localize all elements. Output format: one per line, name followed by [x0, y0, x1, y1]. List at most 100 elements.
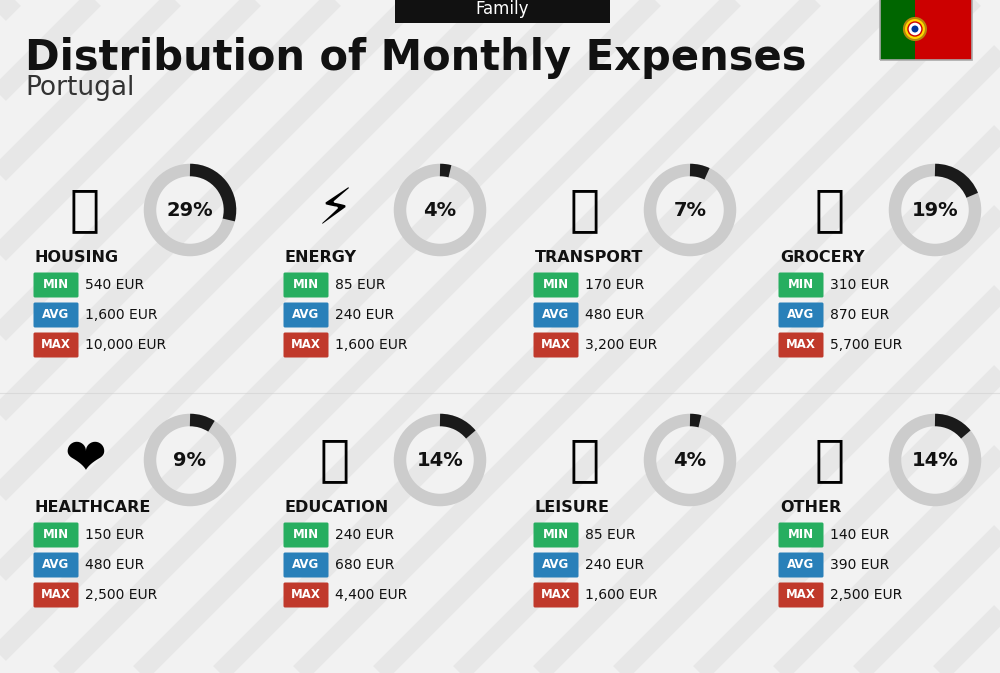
Text: 🛒: 🛒 [815, 186, 845, 234]
Text: Family: Family [476, 0, 529, 18]
FancyBboxPatch shape [284, 332, 328, 357]
Text: 4%: 4% [673, 450, 707, 470]
Text: 29%: 29% [167, 201, 213, 219]
Text: 240 EUR: 240 EUR [335, 528, 394, 542]
Text: AVG: AVG [542, 559, 570, 571]
Text: Portugal: Portugal [25, 75, 134, 101]
Text: 140 EUR: 140 EUR [830, 528, 889, 542]
FancyBboxPatch shape [284, 302, 328, 328]
Text: EDUCATION: EDUCATION [285, 501, 389, 516]
Text: 480 EUR: 480 EUR [585, 308, 644, 322]
FancyBboxPatch shape [778, 583, 824, 608]
Text: MAX: MAX [786, 588, 816, 602]
Text: 240 EUR: 240 EUR [585, 558, 644, 572]
Text: MIN: MIN [293, 528, 319, 542]
Text: 7%: 7% [674, 201, 706, 219]
FancyBboxPatch shape [880, 0, 915, 60]
Text: 85 EUR: 85 EUR [335, 278, 386, 292]
Text: 2,500 EUR: 2,500 EUR [85, 588, 157, 602]
FancyBboxPatch shape [915, 0, 972, 60]
Text: AVG: AVG [787, 559, 815, 571]
Text: 5,700 EUR: 5,700 EUR [830, 338, 902, 352]
Text: 🎓: 🎓 [320, 436, 350, 484]
Text: 🏢: 🏢 [70, 186, 100, 234]
Text: 310 EUR: 310 EUR [830, 278, 889, 292]
Text: 240 EUR: 240 EUR [335, 308, 394, 322]
FancyBboxPatch shape [778, 522, 824, 548]
Text: ENERGY: ENERGY [285, 250, 357, 266]
Text: 🛍: 🛍 [570, 436, 600, 484]
Text: MAX: MAX [41, 588, 71, 602]
Text: AVG: AVG [292, 308, 320, 322]
FancyBboxPatch shape [284, 522, 328, 548]
Text: OTHER: OTHER [780, 501, 841, 516]
FancyBboxPatch shape [534, 522, 578, 548]
FancyBboxPatch shape [534, 583, 578, 608]
Text: GROCERY: GROCERY [780, 250, 864, 266]
Text: LEISURE: LEISURE [535, 501, 610, 516]
Text: 19%: 19% [912, 201, 958, 219]
Text: MAX: MAX [291, 588, 321, 602]
Text: AVG: AVG [42, 559, 70, 571]
FancyBboxPatch shape [284, 273, 328, 297]
FancyBboxPatch shape [34, 273, 78, 297]
Text: AVG: AVG [42, 308, 70, 322]
Text: 480 EUR: 480 EUR [85, 558, 144, 572]
Text: 680 EUR: 680 EUR [335, 558, 394, 572]
Text: 4%: 4% [423, 201, 457, 219]
Text: 4,400 EUR: 4,400 EUR [335, 588, 407, 602]
FancyBboxPatch shape [284, 553, 328, 577]
FancyBboxPatch shape [395, 0, 610, 23]
Text: ⚡: ⚡ [317, 186, 353, 234]
Text: 170 EUR: 170 EUR [585, 278, 644, 292]
Circle shape [904, 18, 926, 40]
Text: 👜: 👜 [815, 436, 845, 484]
Text: 2,500 EUR: 2,500 EUR [830, 588, 902, 602]
Text: 14%: 14% [912, 450, 958, 470]
Text: 9%: 9% [174, 450, 207, 470]
Text: 3,200 EUR: 3,200 EUR [585, 338, 657, 352]
Text: 🚌: 🚌 [570, 186, 600, 234]
Text: 14%: 14% [417, 450, 463, 470]
Text: Distribution of Monthly Expenses: Distribution of Monthly Expenses [25, 37, 806, 79]
Text: MIN: MIN [43, 279, 69, 291]
Text: MIN: MIN [293, 279, 319, 291]
FancyBboxPatch shape [534, 273, 578, 297]
Text: MIN: MIN [543, 279, 569, 291]
FancyBboxPatch shape [534, 302, 578, 328]
FancyBboxPatch shape [284, 583, 328, 608]
Text: 1,600 EUR: 1,600 EUR [585, 588, 658, 602]
Text: MAX: MAX [541, 588, 571, 602]
Text: TRANSPORT: TRANSPORT [535, 250, 643, 266]
Text: 1,600 EUR: 1,600 EUR [85, 308, 158, 322]
Text: MIN: MIN [788, 528, 814, 542]
Text: MAX: MAX [291, 339, 321, 351]
Circle shape [911, 26, 918, 32]
Text: 10,000 EUR: 10,000 EUR [85, 338, 166, 352]
Circle shape [908, 22, 922, 36]
Text: 540 EUR: 540 EUR [85, 278, 144, 292]
Text: AVG: AVG [292, 559, 320, 571]
Text: 150 EUR: 150 EUR [85, 528, 144, 542]
Text: AVG: AVG [542, 308, 570, 322]
Text: 85 EUR: 85 EUR [585, 528, 636, 542]
FancyBboxPatch shape [778, 553, 824, 577]
Text: ❤: ❤ [64, 436, 106, 484]
Text: 1,600 EUR: 1,600 EUR [335, 338, 408, 352]
Text: MIN: MIN [788, 279, 814, 291]
FancyBboxPatch shape [534, 332, 578, 357]
FancyBboxPatch shape [534, 553, 578, 577]
FancyBboxPatch shape [778, 302, 824, 328]
Text: MIN: MIN [43, 528, 69, 542]
Text: HEALTHCARE: HEALTHCARE [35, 501, 151, 516]
FancyBboxPatch shape [34, 302, 78, 328]
FancyBboxPatch shape [34, 583, 78, 608]
FancyBboxPatch shape [778, 273, 824, 297]
Text: MAX: MAX [41, 339, 71, 351]
Text: MAX: MAX [786, 339, 816, 351]
Text: 390 EUR: 390 EUR [830, 558, 889, 572]
Text: AVG: AVG [787, 308, 815, 322]
FancyBboxPatch shape [34, 553, 78, 577]
Text: MIN: MIN [543, 528, 569, 542]
FancyBboxPatch shape [778, 332, 824, 357]
